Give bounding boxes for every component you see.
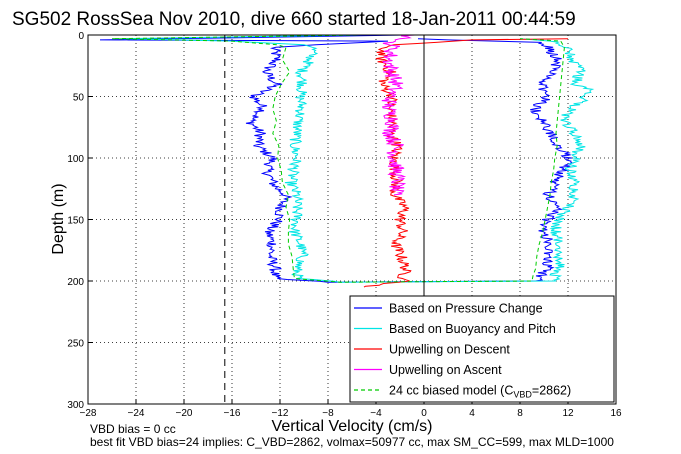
y-tick-label: 100 bbox=[67, 154, 84, 165]
y-tick-label: 250 bbox=[67, 339, 84, 350]
y-tick-label: 200 bbox=[67, 277, 84, 288]
x-tick-label: −8 bbox=[322, 408, 334, 419]
series-layer bbox=[99, 34, 595, 288]
x-tick-label: −16 bbox=[224, 408, 241, 419]
series-line bbox=[111, 34, 565, 283]
y-tick-label: 300 bbox=[67, 400, 84, 411]
y-tick-label: 50 bbox=[73, 93, 85, 104]
legend-label: Upwelling on Descent bbox=[389, 343, 510, 357]
x-tick-labels: −28 −24 −20 −16 −12 −8 −4 0 4 8 12 16 bbox=[80, 408, 622, 419]
chart-title: SG502 RossSea Nov 2010, dive 660 started… bbox=[12, 9, 576, 30]
x-tick-label: −20 bbox=[176, 408, 193, 419]
x-tick-label: 12 bbox=[562, 408, 574, 419]
x-tick-label: 16 bbox=[610, 408, 622, 419]
legend: Based on Pressure Change Based on Buoyanc… bbox=[349, 295, 615, 403]
legend-label: Based on Pressure Change bbox=[389, 302, 543, 316]
y-axis-label: Depth (m) bbox=[50, 183, 67, 254]
plot-frame bbox=[87, 34, 617, 405]
series-line bbox=[123, 34, 595, 283]
x-tick-label: −24 bbox=[128, 408, 145, 419]
series-line bbox=[99, 34, 574, 283]
x-tick-label: −28 bbox=[80, 408, 97, 419]
best-fit-note: best fit VBD bias=24 implies: C_VBD=2862… bbox=[90, 435, 614, 449]
series-line bbox=[381, 34, 415, 196]
y-tick-labels: 0 50 100 150 200 250 300 bbox=[67, 31, 84, 411]
vbd-bias-note: VBD bias = 0 cc bbox=[90, 422, 176, 436]
x-tick-label: −12 bbox=[272, 408, 289, 419]
series-line bbox=[363, 38, 569, 288]
x-tick-label: −4 bbox=[370, 408, 382, 419]
legend-entries: Based on Pressure Change Based on Buoyanc… bbox=[354, 302, 571, 400]
legend-box bbox=[349, 295, 615, 403]
x-tick-label: 0 bbox=[421, 408, 427, 419]
y-tick-label: 0 bbox=[78, 31, 84, 42]
legend-label: Upwelling on Ascent bbox=[389, 363, 502, 377]
x-tick-label: 8 bbox=[517, 408, 523, 419]
legend-label: Based on Buoyancy and Pitch bbox=[389, 322, 556, 336]
legend-label: 24 cc biased model (CVBD=2862) bbox=[389, 384, 571, 400]
x-axis-label: Vertical Velocity (cm/s) bbox=[272, 418, 433, 435]
y-tick-label: 150 bbox=[67, 216, 84, 227]
x-tick-label: 4 bbox=[469, 408, 475, 419]
